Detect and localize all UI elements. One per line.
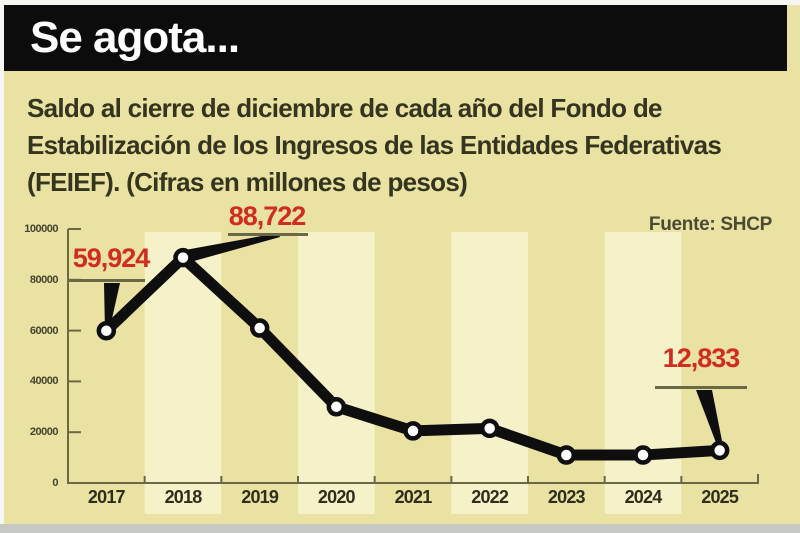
y-axis-tick-label: 80000 <box>29 273 59 286</box>
source-label: Fuente: SHCP <box>648 214 772 235</box>
data-label-2017: 59,924 <box>72 243 151 273</box>
data-point-marker-2020 <box>326 397 347 417</box>
x-axis-label-2022: 2022 <box>471 487 509 507</box>
callout-wedge-2018 <box>185 233 280 261</box>
data-label-2018: 88,722 <box>228 201 307 231</box>
x-axis-label-2024: 2024 <box>624 487 663 507</box>
y-axis-tick-label: 20000 <box>29 426 59 439</box>
data-point-marker-2023 <box>556 445 577 465</box>
x-axis-label-2017: 2017 <box>87 487 126 507</box>
data-point-marker-2022 <box>479 418 500 439</box>
y-axis-tick-label: 60000 <box>29 324 59 337</box>
background-stripe <box>144 232 222 514</box>
x-axis-label-2025: 2025 <box>701 487 739 507</box>
data-point-marker-2021 <box>403 421 423 441</box>
data-point-marker-2019 <box>249 318 270 338</box>
bottom-strip <box>0 524 800 533</box>
chart-description: Saldo al cierre de diciembre de cada año… <box>27 93 722 197</box>
page-title: Se agota... <box>30 13 240 62</box>
x-axis-label-2019: 2019 <box>241 487 279 507</box>
data-point-marker-2024 <box>633 445 653 465</box>
y-axis-tick-label: 40000 <box>29 375 59 388</box>
background-stripe <box>451 232 528 514</box>
x-axis-label-2023: 2023 <box>547 487 586 507</box>
data-point-marker-2025 <box>709 440 730 461</box>
callout-wedge-2017 <box>104 283 120 332</box>
data-label-underline-2017 <box>68 279 145 282</box>
data-label-2025: 12,833 <box>662 343 741 373</box>
data-point-marker-2018 <box>173 247 193 268</box>
header-bar: Se agota... <box>4 5 787 71</box>
y-axis-tick-label: 100000 <box>24 223 58 235</box>
x-axis-label-2018: 2018 <box>164 487 203 507</box>
data-point-marker-2017 <box>96 321 117 341</box>
x-axis-label-2021: 2021 <box>394 487 433 507</box>
x-axis-label-2020: 2020 <box>317 487 356 507</box>
data-label-underline-2025 <box>655 386 747 389</box>
data-label-underline-2018 <box>228 233 308 236</box>
callout-wedge-2025 <box>696 390 723 448</box>
background-stripe <box>604 232 682 514</box>
axis-frame <box>67 229 759 484</box>
y-axis-tick-label: 0 <box>52 477 58 489</box>
